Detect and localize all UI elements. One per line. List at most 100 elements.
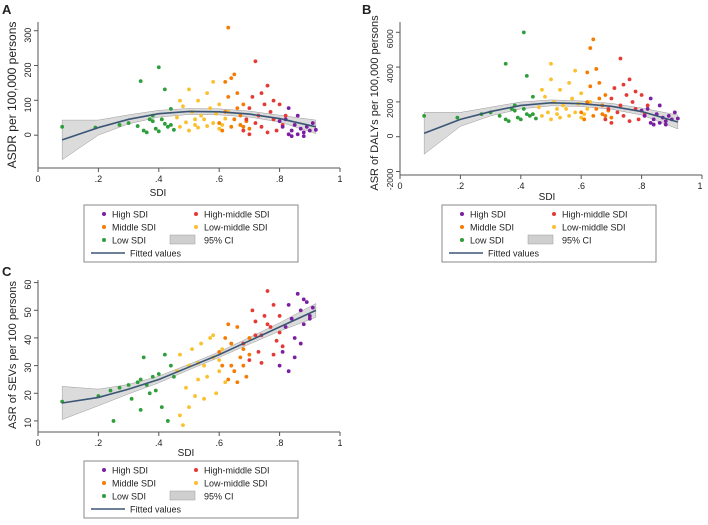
panel-c-point-high-sdi xyxy=(277,363,282,368)
legend-ci-swatch xyxy=(169,490,196,501)
legend-low-sdi-label: Low SDI xyxy=(112,492,146,502)
panel-a-point-low-middle-sdi xyxy=(211,79,216,84)
panel-a-point-high-sdi xyxy=(295,132,300,137)
panel-b-point-high-sdi xyxy=(666,113,671,118)
panel-c-point-high-sdi xyxy=(295,291,300,296)
panel-a-point-middle-sdi xyxy=(226,94,231,99)
panel-c-ytick-label: 20 xyxy=(23,390,33,400)
panel-a-point-high-sdi xyxy=(310,121,315,125)
panel-a-point-low-sdi xyxy=(126,121,131,125)
panel-b-point-middle-sdi xyxy=(609,115,614,120)
panel-c-point-low-middle-sdi xyxy=(223,380,228,385)
panel-a-ytick-label: 300 xyxy=(23,28,33,43)
legend-ci-label: 95% CI xyxy=(204,236,234,246)
panel-a-fitted-line xyxy=(61,110,317,141)
panel-c-point-low-sdi xyxy=(129,396,134,401)
panel-a-point-high-sdi xyxy=(301,130,306,135)
panel-b-point-low-sdi xyxy=(527,113,532,118)
panel-b-x-ticks: 0 .2 .4 .6 .8 1 xyxy=(397,175,703,191)
panel-c-point-low-middle-sdi xyxy=(178,413,182,418)
panel-a-point-low-sdi xyxy=(168,106,173,111)
panel-c-point-high-sdi xyxy=(307,314,312,318)
panel-b-point-high-sdi xyxy=(663,119,668,124)
panel-b-ytick-label: -2000 xyxy=(385,168,395,190)
panel-a-point-low-sdi xyxy=(135,124,140,128)
panel-a-point-high-middle-sdi xyxy=(253,59,258,64)
panel-a-point-low-middle-sdi xyxy=(199,113,203,118)
panel-b-label: B xyxy=(362,2,371,17)
panel-b-point-low-middle-sdi xyxy=(582,112,587,117)
panel-c-point-high-middle-sdi xyxy=(250,308,255,313)
panel-c-point-middle-sdi xyxy=(238,355,243,360)
panel-c-legend: High SDI High-middle SDI Middle SDI Low-… xyxy=(83,460,299,519)
panel-c-point-high-sdi xyxy=(289,316,294,321)
panel-a-point-middle-sdi xyxy=(238,123,243,127)
legend-ci-label: 95% CI xyxy=(562,236,592,246)
panel-b-point-low-sdi xyxy=(534,116,538,121)
panel-a-point-high-sdi xyxy=(286,132,291,137)
panel-a-point-middle-sdi xyxy=(232,117,237,122)
panel-c-xtick-label: 1 xyxy=(337,438,342,448)
legend-low-middle-sdi-label: Low-middle SDI xyxy=(204,223,268,233)
panel-c-point-low-sdi xyxy=(138,407,143,412)
panel-b-point-low-middle-sdi xyxy=(546,110,550,115)
panel-b-point-middle-sdi xyxy=(582,117,587,122)
panel-b-point-low-sdi xyxy=(521,30,526,35)
panel-b-point-low-middle-sdi xyxy=(573,110,578,115)
panel-b-point-low-middle-sdi xyxy=(549,117,553,122)
panel-b-ytick-label: 2000 xyxy=(385,99,395,118)
legend-fitted-label: Fitted values xyxy=(488,249,540,259)
panel-c-point-low-middle-sdi xyxy=(181,423,185,427)
panel-b-y-ticks: -2000 0 2000 4000 6000 xyxy=(385,29,400,190)
panel-b-point-high-middle-sdi xyxy=(609,120,614,125)
panel-c-point-high-middle-sdi xyxy=(268,325,273,329)
panel-a-point-high-middle-sdi xyxy=(283,113,288,118)
panel-a-point-low-middle-sdi xyxy=(196,98,200,103)
panel-a-ytick-label: 100 xyxy=(23,97,33,112)
panel-a-point-low-middle-sdi xyxy=(208,106,213,111)
panel-c-point-high-middle-sdi xyxy=(271,352,276,357)
panel-b-point-low-sdi xyxy=(530,112,535,117)
panel-b-point-middle-sdi xyxy=(585,100,590,104)
panel-c-point-middle-sdi xyxy=(229,363,234,368)
panel-a-point-high-sdi xyxy=(313,127,318,132)
panel-a-point-low-sdi xyxy=(165,124,170,129)
panel-c-point-high-sdi xyxy=(307,316,312,321)
panel-b-point-low-sdi xyxy=(503,61,508,66)
panel-a-point-middle-sdi xyxy=(235,106,240,111)
panel-a-ylabel: ASDR per 100,000 persons xyxy=(5,22,19,169)
panel-b-fitted-line xyxy=(423,102,679,135)
panel-a-xtick-label: .6 xyxy=(215,174,223,184)
panel-b-point-low-middle-sdi xyxy=(537,105,541,110)
panel-a-point-middle-sdi xyxy=(223,79,228,84)
panel-b-point-high-sdi xyxy=(648,120,653,125)
panel-a-xtick-label: 0 xyxy=(35,174,40,184)
legend-ci-swatch xyxy=(527,234,554,245)
panel-a-point-low-middle-sdi xyxy=(178,98,182,103)
panel-a-point-high-middle-sdi xyxy=(253,121,258,125)
panel-c-point-high-middle-sdi xyxy=(277,330,282,335)
panel-b-point-low-sdi xyxy=(524,112,529,117)
panel-b-point-low-middle-sdi xyxy=(567,80,572,85)
panel-b-point-middle-sdi xyxy=(597,96,602,101)
legend-ci-swatch xyxy=(169,234,196,245)
legend-middle-sdi-label: Middle SDI xyxy=(470,223,514,233)
panel-b-xtick-label: .6 xyxy=(577,181,585,191)
panel-a-point-low-sdi xyxy=(138,79,143,84)
panel-c-ytick-label: 30 xyxy=(23,363,33,373)
legend-high-middle-sdi-marker xyxy=(194,468,198,472)
panel-a-point-low-sdi xyxy=(153,126,158,131)
panel-a-point-low-middle-sdi xyxy=(193,123,197,127)
panel-a-point-middle-sdi xyxy=(241,102,246,107)
panel-b-ci-band xyxy=(423,99,679,155)
panel-a-point-high-sdi xyxy=(307,128,312,133)
panel-a-point-middle-sdi xyxy=(229,124,234,129)
panel-c-point-middle-sdi xyxy=(220,363,225,368)
panel-b-ytick-label: 0 xyxy=(385,133,395,138)
panel-a-point-low-middle-sdi xyxy=(211,121,216,125)
panel-b-point-low-middle-sdi xyxy=(540,87,544,92)
panel-c-ytick-label: 40 xyxy=(23,335,33,345)
panel-c-ytick-label: 50 xyxy=(23,307,33,317)
legend-low-sdi-marker xyxy=(460,238,464,242)
panel-a-point-low-middle-sdi xyxy=(217,126,222,131)
